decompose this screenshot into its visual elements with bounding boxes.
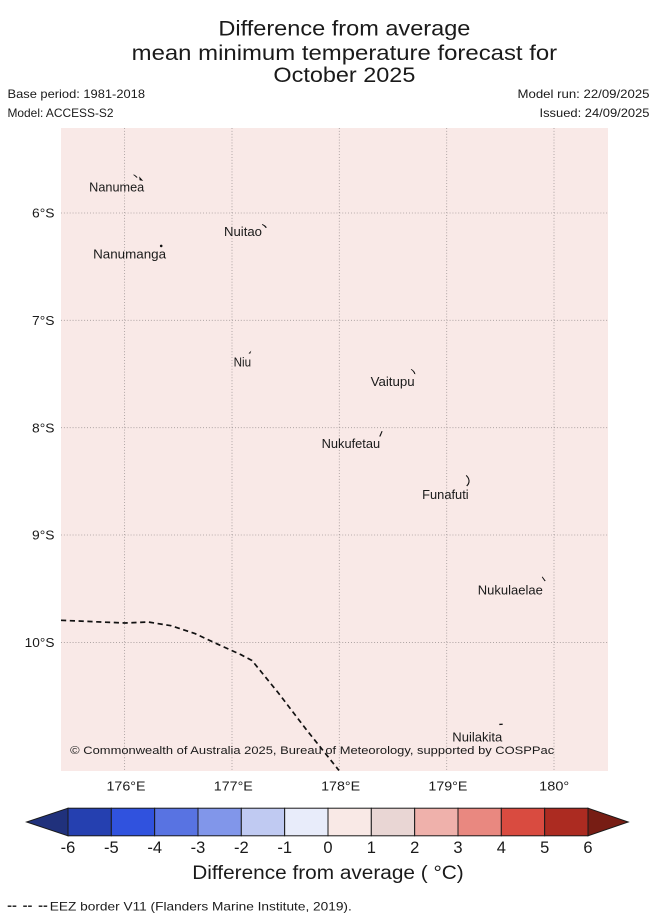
svg-text:6°S: 6°S xyxy=(32,206,55,221)
svg-text:6: 6 xyxy=(583,839,592,857)
svg-text:Niu: Niu xyxy=(234,355,252,369)
svg-text:Vaitupu: Vaitupu xyxy=(371,375,415,389)
svg-text:Nanumea: Nanumea xyxy=(89,181,144,195)
svg-text:-6: -6 xyxy=(61,839,76,857)
svg-text:177°E: 177°E xyxy=(214,779,253,794)
svg-text:Difference from average: Difference from average xyxy=(218,17,470,40)
svg-text:9°S: 9°S xyxy=(32,528,55,543)
svg-text:-2: -2 xyxy=(234,839,249,857)
svg-text:179°E: 179°E xyxy=(428,779,467,794)
svg-text:Nukufetau: Nukufetau xyxy=(322,437,381,451)
svg-text:10°S: 10°S xyxy=(25,635,55,650)
svg-text:Model: ACCESS-S2: Model: ACCESS-S2 xyxy=(8,106,114,120)
svg-text:EEZ border V11 (Flanders Marin: EEZ border V11 (Flanders Marine Institut… xyxy=(50,899,352,913)
svg-text:-1: -1 xyxy=(277,839,292,857)
svg-text:178°E: 178°E xyxy=(321,779,360,794)
svg-text:0: 0 xyxy=(323,839,332,857)
svg-text:Issued: 24/09/2025: Issued: 24/09/2025 xyxy=(540,106,650,120)
svg-text:Difference from average ( °C): Difference from average ( °C) xyxy=(192,863,464,884)
svg-text:7°S: 7°S xyxy=(32,313,55,328)
svg-text:8°S: 8°S xyxy=(32,420,55,435)
svg-text:-4: -4 xyxy=(147,839,162,857)
svg-text:Funafuti: Funafuti xyxy=(422,488,469,502)
svg-text:5: 5 xyxy=(540,839,549,857)
svg-text:180°: 180° xyxy=(539,779,569,794)
svg-text:3: 3 xyxy=(453,839,462,857)
svg-text:1: 1 xyxy=(367,839,376,857)
svg-text:Nuilakita: Nuilakita xyxy=(452,730,502,744)
svg-text:October 2025: October 2025 xyxy=(273,64,415,87)
svg-text:© Commonwealth of Australia 20: © Commonwealth of Australia 2025, Bureau… xyxy=(70,745,554,757)
svg-text:Nukulaelae: Nukulaelae xyxy=(478,584,543,598)
svg-text:2: 2 xyxy=(410,839,419,857)
svg-text:Model run: 22/09/2025: Model run: 22/09/2025 xyxy=(518,87,650,101)
svg-text:Nanumanga: Nanumanga xyxy=(93,247,166,261)
svg-text:176°E: 176°E xyxy=(107,779,146,794)
svg-text:mean minimum temperature forec: mean minimum temperature forecast for xyxy=(132,42,558,65)
svg-text:Nuitao: Nuitao xyxy=(224,225,262,239)
svg-text:-3: -3 xyxy=(191,839,206,857)
svg-text:4: 4 xyxy=(497,839,506,857)
svg-text:-5: -5 xyxy=(104,839,119,857)
svg-text:Base period: 1981-2018: Base period: 1981-2018 xyxy=(8,87,146,101)
